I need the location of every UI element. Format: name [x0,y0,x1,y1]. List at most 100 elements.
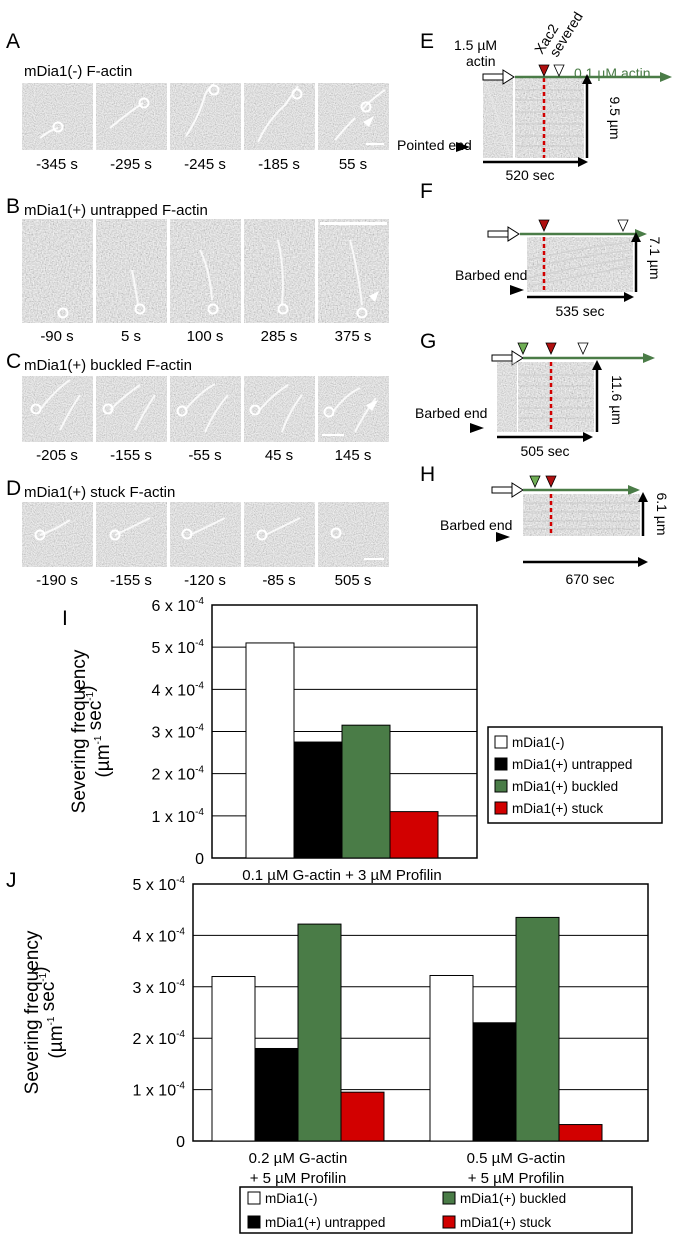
bar [340,1091,385,1142]
time-label: -245 s [184,156,226,173]
y-tick-label: 0 [195,851,204,868]
panel-a-title: mDia1(-) F-actin [24,63,132,80]
panel-b-times: -90 s 5 s 100 s 285 s 375 s [40,328,371,345]
length-label: 7.1 µm [647,236,663,279]
end-pointer-icon [470,423,484,433]
red-arrowhead-icon [538,219,550,232]
green-arrowhead-icon [517,342,529,355]
legend-entry: mDia1(+) untrapped [265,1215,385,1230]
category-label: 0.2 µM G-actin [249,1150,348,1167]
panel-d-times: -190 s -155 s -120 s -85 s 505 s [36,572,371,589]
length-label: 9.5 µm [607,96,623,139]
panel-b-title: mDia1(+) untrapped F-actin [24,202,208,219]
plot-frame [192,883,649,1142]
bar [211,976,256,1142]
bar [293,741,343,859]
legend-swatch [494,757,508,771]
legend-swatch [494,779,508,793]
legend-swatch [442,1191,456,1205]
legend-swatch [494,735,508,749]
kymograph-e [483,78,584,158]
time-label: -85 s [262,572,295,589]
end-pointer-icon [510,285,524,295]
time-label: -90 s [40,328,73,345]
red-arrowhead-icon [545,475,557,488]
panel-b-frames [22,219,389,323]
legend-swatch [247,1215,261,1229]
duration-label: 670 sec [565,571,614,587]
y-tick-label: 3 x 10-4 [133,978,186,997]
time-label: -155 s [110,572,152,589]
legend-entry: mDia1(+) stuck [460,1215,551,1230]
time-label: 100 s [187,328,224,345]
flow-arrow-icon [482,69,515,85]
end-label: Barbed end [440,517,512,533]
length-label: 11.6 µm [609,375,625,425]
y-tick-label: 6 x 10-4 [152,596,205,615]
bar [297,923,342,1142]
panel-c-times: -205 s -155 s -55 s 45 s 145 s [36,447,371,464]
timeline-arrowhead [660,72,672,82]
white-arrowhead-icon [577,342,589,355]
panel-letter-a: A [6,30,20,53]
length-label: 6.1 µm [654,492,670,535]
y-axis-label: Severing frequency [22,930,43,1094]
green-arrowhead-icon [529,475,541,488]
time-label: -155 s [110,447,152,464]
bar [472,1022,517,1142]
legend-entry: mDia1(+) buckled [512,779,618,794]
y-tick-label: 3 x 10-4 [152,723,205,742]
y-tick-label: 4 x 10-4 [152,680,205,699]
category-label: + 5 µM Profilin [250,1170,347,1187]
end-label: Barbed end [455,267,527,283]
time-label: -295 s [110,156,152,173]
category-label: + 5 µM Profilin [468,1170,565,1187]
time-label: 145 s [335,447,372,464]
legend-entry: mDia1(-) [512,735,565,750]
panel-a-times: -345 s -295 s -245 s -185 s 55 s [36,156,367,173]
y-axis-label: Severing frequency [69,649,90,813]
duration-label: 535 sec [555,303,604,319]
legend-swatch [494,801,508,815]
chart-j: 0 1 x 10-4 2 x 10-4 3 x 10-4 4 x 10-4 5 x 10-… [22,875,649,1234]
end-label: Pointed end [397,137,472,153]
duration-label: 520 sec [505,167,554,183]
time-label: -345 s [36,156,78,173]
category-label: 0.1 µM G-actin + 3 µM Profilin [242,867,441,884]
panel-letter-j: J [6,869,17,892]
end-pointer-icon [456,142,470,152]
kymograph-f [527,237,633,292]
y-axis-unit: (µm-1 sec-1) [77,685,114,777]
y-tick-label: 1 x 10-4 [133,1081,186,1100]
panel-a-frames [22,83,389,150]
time-label: 55 s [339,156,367,173]
y-tick-label: 2 x 10-4 [133,1029,186,1048]
legend-entry: mDia1(+) buckled [460,1191,566,1206]
panel-d-frames [22,502,389,567]
bar [254,1047,299,1142]
flow-arrow-icon [487,226,520,242]
panel-letter-i: I [62,607,68,630]
time-label: -205 s [36,447,78,464]
legend-swatch [442,1215,456,1229]
y-tick-label: 2 x 10-4 [152,765,205,784]
bar [558,1124,603,1142]
end-pointer-icon [496,532,510,542]
kymograph-panels: E 1.5 µM actin Xac2 severed 0.1 µM actin… [397,9,672,587]
time-label: 5 s [121,328,141,345]
y-tick-label: 0 [176,1134,185,1151]
kymograph-h [523,494,640,536]
bar [389,811,439,859]
time-label: -190 s [36,572,78,589]
y-axis-unit: (µm-1 sec-1) [30,966,67,1058]
legend-entry: mDia1(+) untrapped [512,757,632,772]
white-arrowhead-icon [553,64,565,77]
legend-swatch [247,1191,261,1205]
chart-i: 0 1 x 10-4 2 x 10-4 3 x 10-4 4 x 10-4 5 x 10-… [69,596,663,884]
flow-arrow-icon [491,350,524,366]
bar [341,724,391,859]
panel-letter-f: F [420,180,433,203]
kymograph-g [497,362,594,432]
time-label: -185 s [258,156,300,173]
